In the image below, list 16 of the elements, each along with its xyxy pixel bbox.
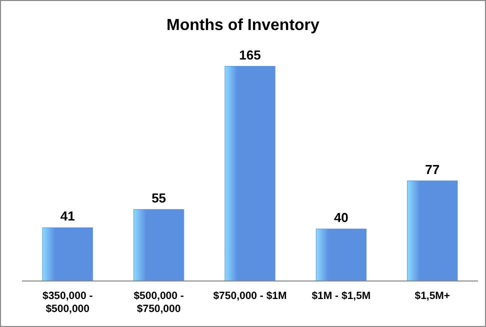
x-tick-label: $500,000 - $750,000: [134, 290, 184, 315]
bar: [224, 66, 276, 282]
x-tick-label: $1,5M+: [414, 290, 450, 302]
x-tick-label: $1M - $1,5M: [312, 290, 371, 302]
chart-title: Months of Inventory: [166, 17, 320, 34]
data-label: 40: [334, 210, 348, 225]
bar: [42, 227, 93, 282]
data-label: 165: [239, 47, 261, 62]
bar: [316, 228, 367, 282]
data-label: 41: [60, 208, 75, 224]
x-tick-label: $350,000 - $500,000: [42, 290, 94, 315]
data-label: 55: [152, 190, 166, 206]
bar: [407, 180, 458, 282]
x-tick-label: $750,000 - $1M: [213, 290, 288, 302]
bar: [133, 209, 184, 282]
data-label: 77: [425, 162, 440, 177]
